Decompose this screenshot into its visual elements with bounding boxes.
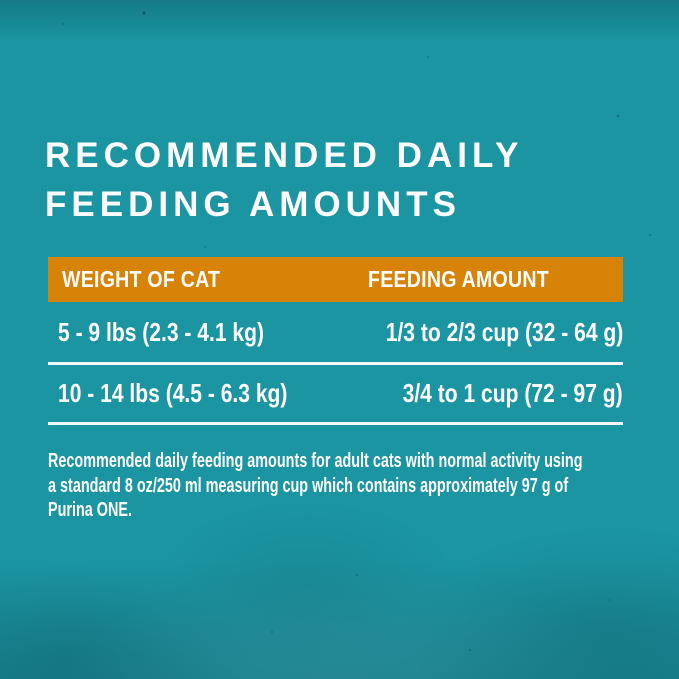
weight-value: 10 - 14 lbs (4.5 - 6.3 kg): [58, 378, 288, 408]
feeding-table: WEIGHT OF CAT FEEDING AMOUNT 5 - 9 lbs (…: [48, 257, 623, 425]
footnote-line: Purina ONE.: [48, 499, 133, 521]
amount-value: 3/4 to 1 cup (72 - 97 g): [402, 378, 623, 408]
footnote-line: a standard 8 oz/250 ml measuring cup whi…: [48, 474, 569, 497]
table-row: 5 - 9 lbs (2.3 - 4.1 kg) 1/3 to 2/3 cup …: [48, 302, 623, 365]
table-row: 10 - 14 lbs (4.5 - 6.3 kg) 3/4 to 1 cup …: [48, 365, 623, 425]
weight-value: 5 - 9 lbs (2.3 - 4.1 kg): [58, 316, 264, 347]
column-header-feeding-amount: FEEDING AMOUNT: [368, 257, 581, 302]
amount-cell: 1/3 to 2/3 cup (32 - 64 g): [330, 317, 623, 348]
amount-cell: 3/4 to 1 cup (72 - 97 g): [351, 378, 623, 409]
column-header-label: FEEDING AMOUNT: [368, 266, 549, 292]
weight-cell: 10 - 14 lbs (4.5 - 6.3 kg): [48, 378, 341, 409]
table-header-row: WEIGHT OF CAT FEEDING AMOUNT: [48, 257, 623, 302]
amount-value: 1/3 to 2/3 cup (32 - 64 g): [385, 316, 623, 347]
column-header-weight-of-cat: WEIGHT OF CAT: [62, 257, 248, 302]
column-header-label: WEIGHT OF CAT: [62, 266, 221, 292]
weight-cell: 5 - 9 lbs (2.3 - 4.1 kg): [48, 317, 312, 348]
footnote-line: Recommended daily feeding amounts for ad…: [48, 450, 583, 472]
footnote: Recommended daily feeding amounts for ad…: [48, 449, 679, 523]
page-title: RECOMMENDED DAILY FEEDING AMOUNTS: [45, 136, 523, 224]
